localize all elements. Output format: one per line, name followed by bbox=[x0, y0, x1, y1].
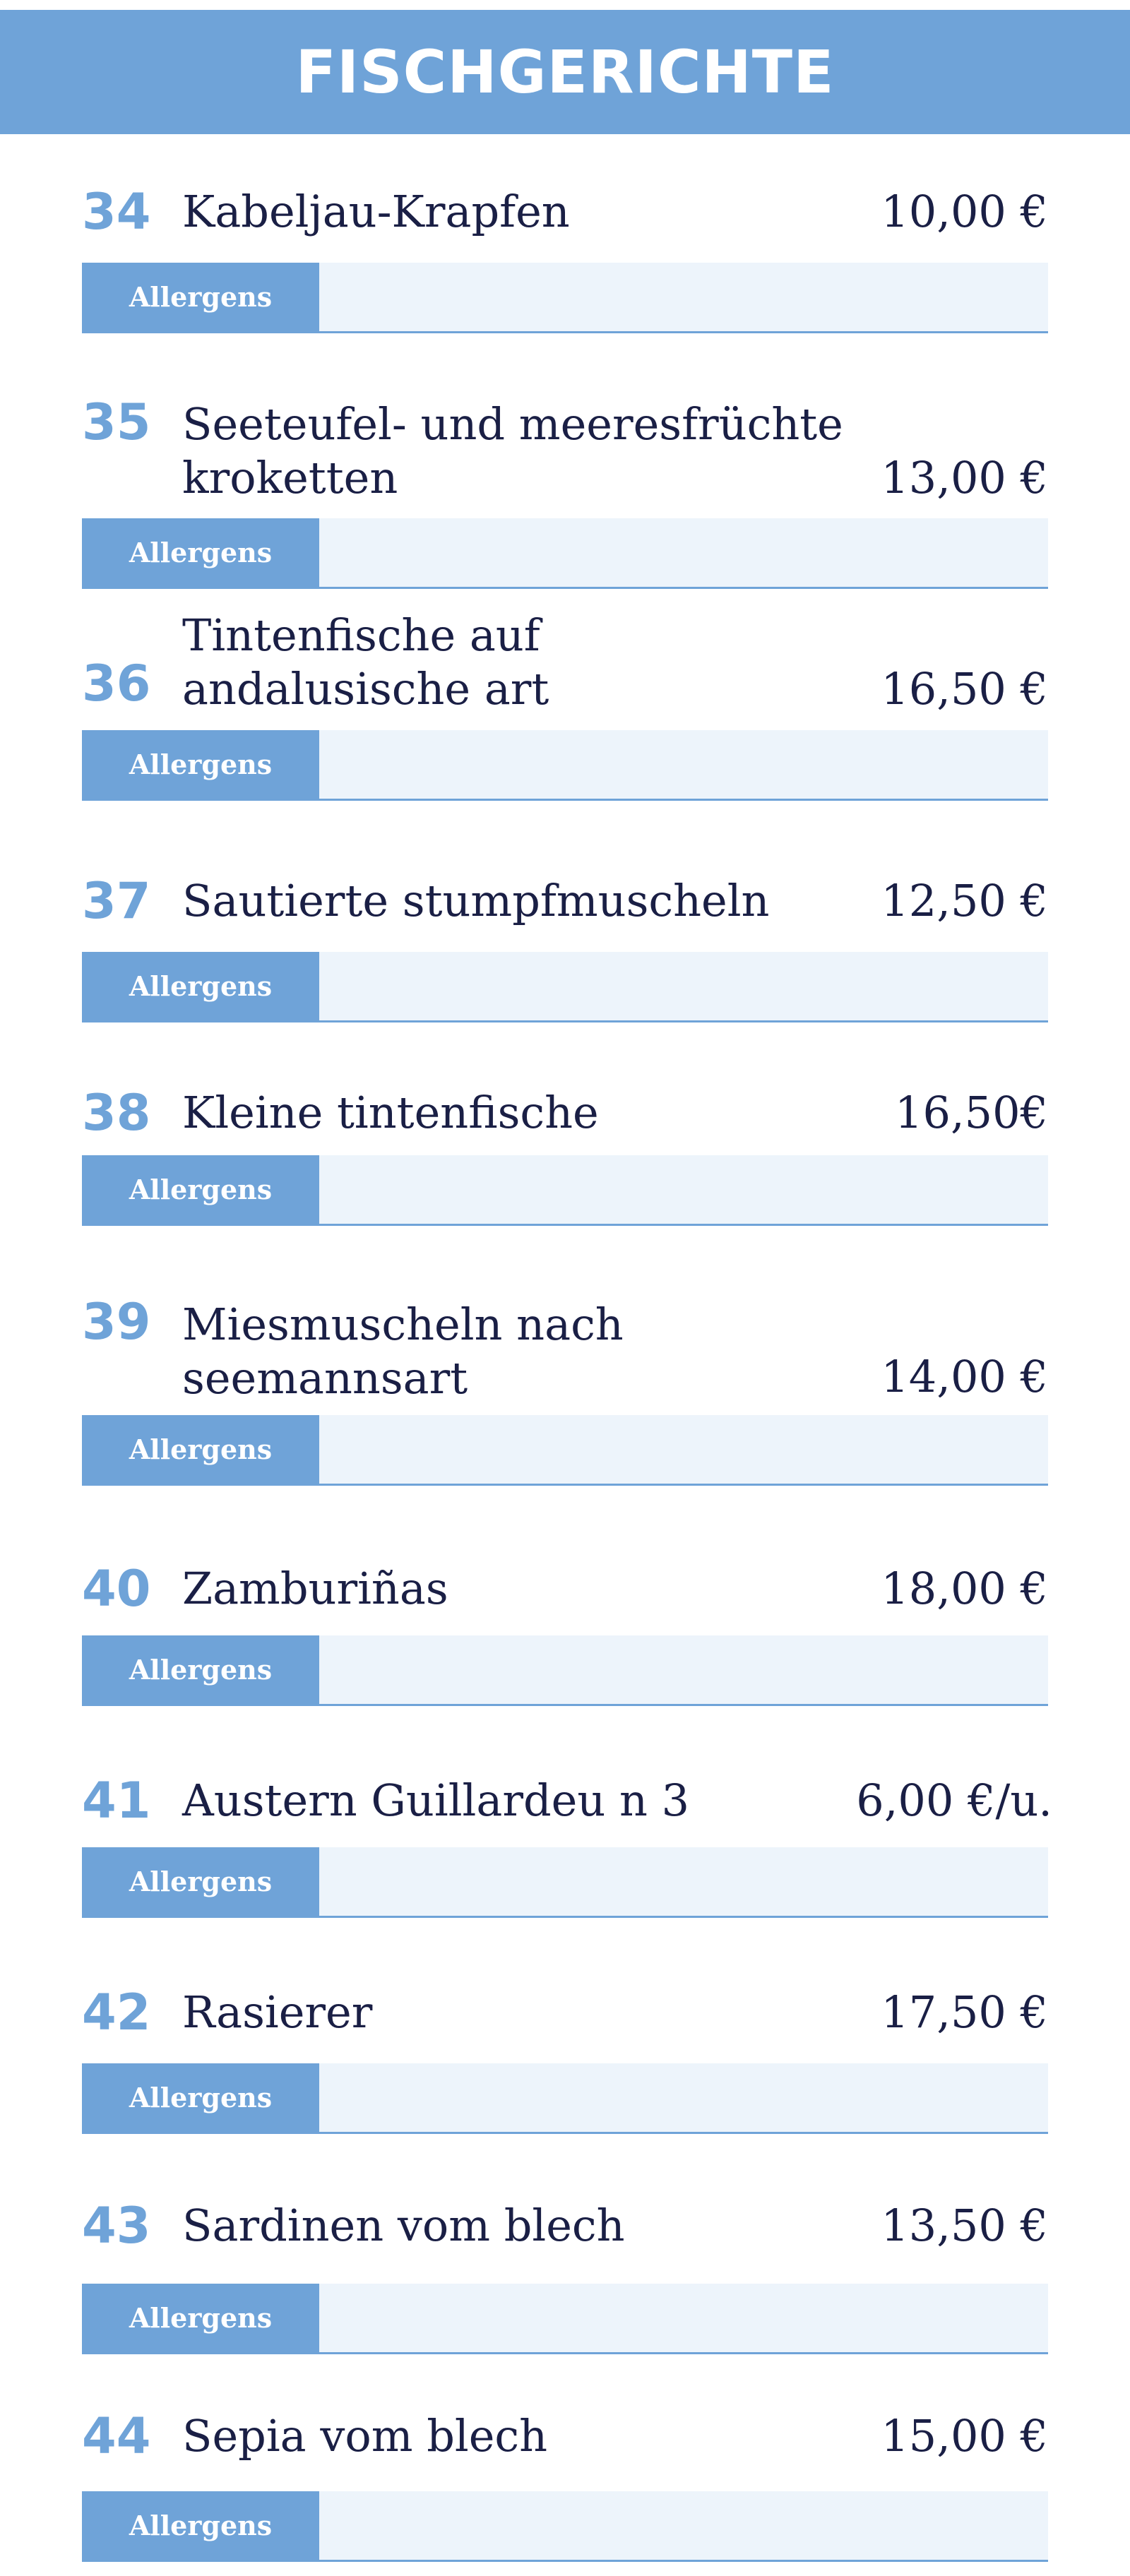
item-name: Rasierer bbox=[182, 1986, 373, 2038]
allergens-bar: Allergens bbox=[82, 952, 1048, 1022]
item-price: 16,50€ bbox=[895, 1087, 1048, 1138]
allergens-button[interactable]: Allergens bbox=[82, 1635, 319, 1704]
allergens-bar: Allergens bbox=[82, 1155, 1048, 1226]
allergens-bar: Allergens bbox=[82, 1635, 1048, 1706]
allergens-bar: Allergens bbox=[82, 263, 1048, 333]
item-number: 44 bbox=[82, 2407, 151, 2465]
item-name: Kabeljau-Krapfen bbox=[182, 186, 570, 237]
item-number: 41 bbox=[82, 1772, 151, 1830]
item-number: 42 bbox=[82, 1984, 151, 2041]
allergens-bar: Allergens bbox=[82, 1415, 1048, 1486]
item-price: 13,00 € bbox=[881, 452, 1048, 503]
item-number: 35 bbox=[82, 393, 151, 451]
item-price: 14,00 € bbox=[881, 1351, 1048, 1402]
item-name: Austern Guillardeu n 3 bbox=[182, 1775, 690, 1826]
allergens-button[interactable]: Allergens bbox=[82, 2063, 319, 2132]
item-name: Seeteufel- und meeresfrüchte kroketten bbox=[182, 398, 843, 503]
item-name: Miesmuscheln nach seemannsart bbox=[182, 1299, 624, 1404]
item-price: 18,00 € bbox=[881, 1563, 1048, 1614]
allergens-bar: Allergens bbox=[82, 2063, 1048, 2134]
menu-section-header: FISCHGERICHTE bbox=[0, 10, 1130, 134]
item-price: 13,50 € bbox=[881, 2200, 1048, 2251]
allergens-button[interactable]: Allergens bbox=[82, 2284, 319, 2352]
item-name: Sepia vom blech bbox=[182, 2410, 548, 2462]
allergens-button[interactable]: Allergens bbox=[82, 952, 319, 1020]
allergens-button[interactable]: Allergens bbox=[82, 518, 319, 587]
item-price: 15,00 € bbox=[881, 2410, 1048, 2462]
item-number: 38 bbox=[82, 1084, 151, 1142]
item-number: 39 bbox=[82, 1293, 151, 1351]
allergens-bar: Allergens bbox=[82, 730, 1048, 801]
item-price: 16,50 € bbox=[881, 663, 1048, 715]
item-number: 36 bbox=[82, 655, 151, 712]
item-name: Tintenfische auf andalusische art bbox=[182, 609, 549, 715]
item-number: 43 bbox=[82, 2197, 151, 2255]
allergens-button[interactable]: Allergens bbox=[82, 263, 319, 331]
allergens-bar: Allergens bbox=[82, 1847, 1048, 1918]
allergens-button[interactable]: Allergens bbox=[82, 730, 319, 799]
item-name: Sautierte stumpfmuscheln bbox=[182, 875, 770, 926]
item-name: Zamburiñas bbox=[182, 1563, 448, 1614]
item-name: Sardinen vom blech bbox=[182, 2200, 625, 2251]
item-price: 17,50 € bbox=[881, 1986, 1048, 2038]
item-number: 40 bbox=[82, 1560, 151, 1618]
allergens-button[interactable]: Allergens bbox=[82, 1847, 319, 1916]
allergens-bar: Allergens bbox=[82, 2284, 1048, 2354]
item-price: 12,50 € bbox=[881, 875, 1048, 926]
item-number: 37 bbox=[82, 872, 151, 930]
allergens-button[interactable]: Allergens bbox=[82, 1415, 319, 1484]
item-price: 10,00 € bbox=[881, 186, 1048, 237]
allergens-button[interactable]: Allergens bbox=[82, 2491, 319, 2560]
item-number: 34 bbox=[82, 183, 151, 241]
allergens-button[interactable]: Allergens bbox=[82, 1155, 319, 1224]
allergens-bar: Allergens bbox=[82, 518, 1048, 589]
item-price: 6,00 €/u. bbox=[856, 1775, 1052, 1826]
section-title: FISCHGERICHTE bbox=[295, 37, 835, 107]
allergens-bar: Allergens bbox=[82, 2491, 1048, 2562]
item-name: Kleine tintenfische bbox=[182, 1087, 599, 1138]
